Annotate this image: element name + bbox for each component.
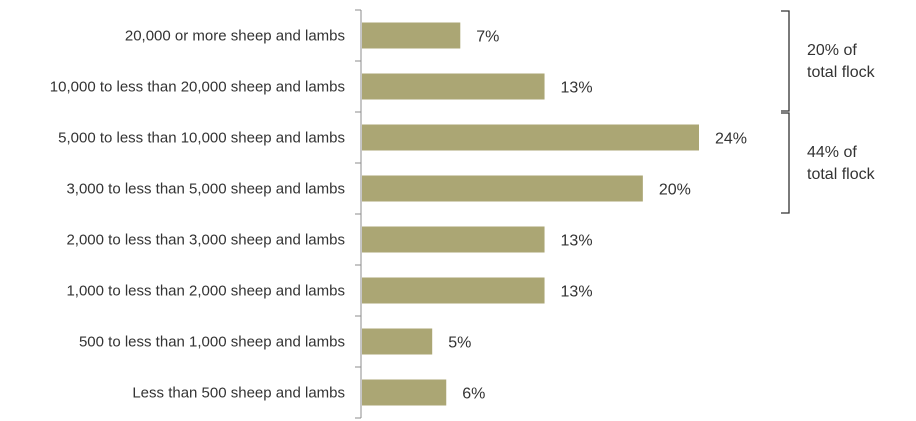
data-label: 13% [561, 233, 593, 250]
bracket-label-line1: 20% of [807, 42, 857, 59]
data-label: 13% [561, 284, 593, 301]
category-label: 10,000 to less than 20,000 sheep and lam… [50, 79, 345, 96]
data-label: 20% [659, 182, 691, 199]
data-label: 7% [476, 29, 499, 46]
data-label: 24% [715, 131, 747, 148]
bar [362, 328, 433, 355]
bracket-label-line1: 44% of [807, 144, 857, 161]
bracket [781, 10, 790, 112]
data-label: 13% [561, 80, 593, 97]
bar [362, 226, 545, 253]
category-label: 1,000 to less than 2,000 sheep and lambs [66, 283, 345, 300]
bars [362, 22, 699, 406]
bar [362, 277, 545, 304]
category-labels: 20,000 or more sheep and lambs 10,000 to … [50, 28, 345, 402]
bar [362, 73, 545, 100]
data-label: 5% [448, 335, 471, 352]
bracket-label-line2: total flock [807, 166, 876, 183]
bracket-label-line2: total flock [807, 64, 876, 81]
annotation-brackets: 20% of total flock 44% of total flock [781, 10, 876, 214]
category-label: 5,000 to less than 10,000 sheep and lamb… [58, 130, 345, 147]
category-label: 3,000 to less than 5,000 sheep and lambs [66, 181, 345, 198]
bar [362, 124, 699, 151]
bracket [781, 112, 790, 214]
category-label: 500 to less than 1,000 sheep and lambs [79, 334, 345, 351]
category-label: 2,000 to less than 3,000 sheep and lambs [66, 232, 345, 249]
bar [362, 175, 643, 202]
bar [362, 22, 461, 49]
category-label: 20,000 or more sheep and lambs [125, 28, 345, 45]
y-axis-ticks [355, 9, 361, 419]
category-label: Less than 500 sheep and lambs [132, 385, 345, 402]
data-label: 6% [462, 386, 485, 403]
value-labels: 7% 13% 24% 20% 13% 13% 5% 6% [448, 29, 747, 403]
bar [362, 379, 447, 406]
